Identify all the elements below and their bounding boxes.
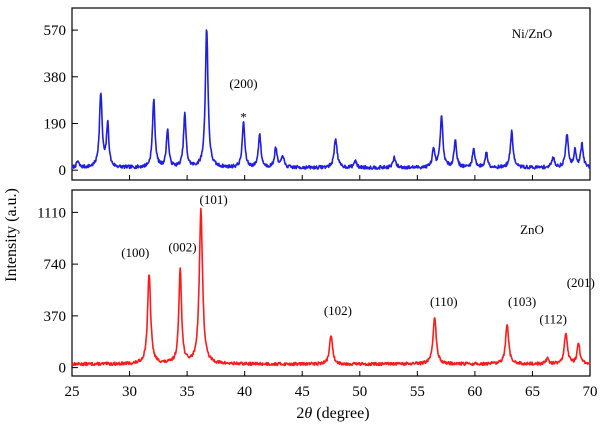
shared-x-axis: 25 30 35 40 45 50 55 60 65 70 bbox=[65, 384, 598, 400]
x-tick-label: 45 bbox=[295, 384, 310, 400]
series-line bbox=[71, 207, 591, 367]
peak-label: (103) bbox=[508, 294, 536, 309]
y-tick-label: 0 bbox=[59, 163, 67, 179]
peak-marker-star: * bbox=[240, 110, 247, 125]
panel-label: Ni/ZnO bbox=[512, 26, 552, 41]
peak-label: (200) bbox=[229, 76, 257, 91]
x-tick-label: 60 bbox=[467, 384, 482, 400]
x-tick-label: 55 bbox=[410, 384, 425, 400]
x-tick-label: 50 bbox=[352, 384, 367, 400]
x-tick-label: 65 bbox=[525, 384, 540, 400]
peak-label: (002) bbox=[168, 240, 196, 255]
peak-label: (100) bbox=[121, 245, 149, 260]
bottom-panel-zno: 0 370 740 1110 ZnO (100) (002) (101) (102) (110) (… bbox=[37, 189, 595, 377]
peak-label: (102) bbox=[324, 303, 352, 318]
x-axis-title: 2θ (degree) bbox=[296, 405, 369, 422]
x-tick-label: 70 bbox=[583, 384, 598, 400]
y-tick-label: 1110 bbox=[37, 205, 66, 221]
x-tick-label: 25 bbox=[65, 384, 80, 400]
peak-label: (112) bbox=[539, 312, 567, 327]
y-tick-label: 740 bbox=[44, 257, 67, 273]
y-tick-label: 570 bbox=[44, 23, 67, 39]
plot-frame bbox=[71, 189, 591, 377]
peak-label: (201) bbox=[567, 275, 595, 290]
x-tick-label: 35 bbox=[180, 384, 195, 400]
y-tick-label: 190 bbox=[44, 116, 67, 132]
peak-label: (110) bbox=[430, 294, 458, 309]
series-line bbox=[71, 29, 591, 170]
x-tick-label: 30 bbox=[122, 384, 137, 400]
plot-frame bbox=[71, 7, 591, 181]
y-axis-title: Intensity (a.u.) bbox=[3, 188, 20, 282]
x-tick-label: 40 bbox=[237, 384, 252, 400]
y-tick-label: 0 bbox=[59, 361, 67, 377]
y-tick-label: 370 bbox=[44, 309, 67, 325]
panel-label: ZnO bbox=[520, 222, 544, 237]
top-panel-ni-zno: 0 190 380 570 Ni/ZnO (200) * bbox=[44, 7, 591, 181]
peak-label: (101) bbox=[200, 192, 228, 207]
y-tick-label: 380 bbox=[44, 70, 67, 86]
